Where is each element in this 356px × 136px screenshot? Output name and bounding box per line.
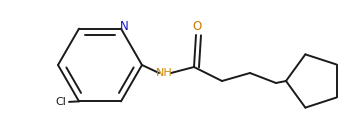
- Text: Cl: Cl: [56, 97, 67, 107]
- Text: N: N: [120, 20, 129, 33]
- Text: NH: NH: [156, 68, 172, 78]
- Text: O: O: [192, 19, 201, 33]
